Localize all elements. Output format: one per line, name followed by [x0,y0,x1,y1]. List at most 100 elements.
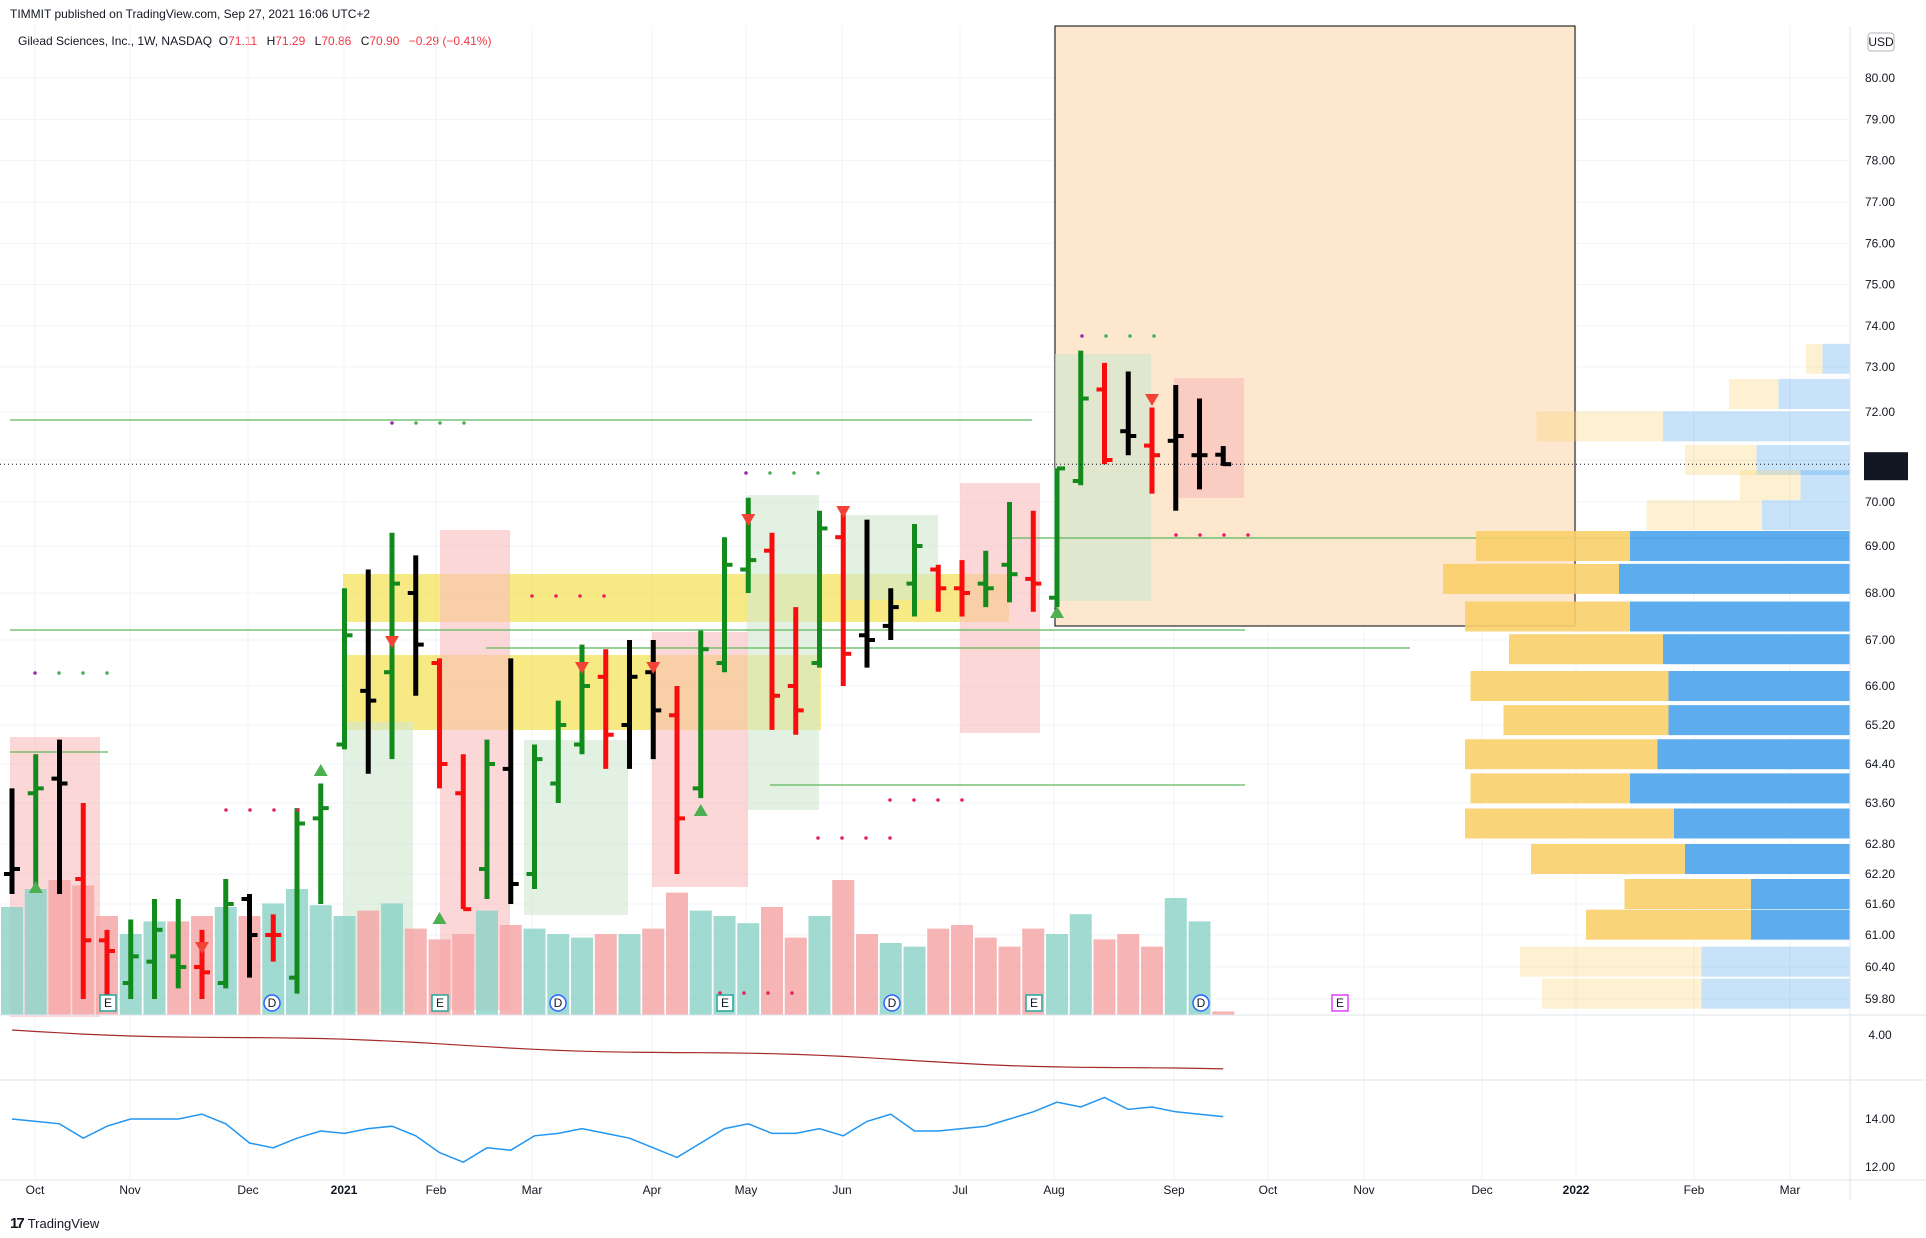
time-tick-label: Aug [1043,1183,1064,1197]
volume-profile-buy [1762,500,1850,531]
signal-dot [1246,533,1250,537]
volume-profile-sell [1586,909,1751,940]
earnings-label: E [721,996,729,1010]
price-tick-label: 68.00 [1865,586,1895,600]
price-tick-label: 60.40 [1865,960,1895,974]
volume-profile-sell [1740,470,1801,501]
signal-dot [414,421,418,425]
signal-dot [718,991,722,995]
volume-bar [856,934,878,1015]
volume-bar [927,928,950,1015]
signal-dot [1128,334,1132,338]
signal-down-triangle [741,514,756,526]
volume-profile-sell [1806,343,1823,374]
time-tick-label: Apr [643,1183,662,1197]
volume-bar [1117,934,1140,1015]
volume-profile-buy [1630,773,1850,804]
price-tick-label: 75.00 [1865,278,1895,292]
indicator-ma-line [11,1029,1224,1070]
dividend-marker[interactable] [263,994,281,1012]
earnings-marker[interactable] [716,994,734,1012]
last-price-label: 70.90 [1871,454,1901,468]
volume-profile-sell [1470,773,1630,804]
publisher-line: TIMMIT published on TradingView.com, Sep… [10,7,371,21]
dividend-marker[interactable] [1192,994,1210,1012]
time-tick-label: Dec [237,1183,258,1197]
volume-profile-sell [1509,634,1663,665]
volume-profile-buy [1668,671,1850,701]
last-price-badge [1864,452,1908,481]
open-value: 71.11 [228,34,258,48]
price-tick-label: 76.00 [1865,236,1895,250]
signal-dot [912,798,916,802]
volume-profile-buy [1657,739,1850,770]
volume-bar [832,880,855,1015]
signal-down-triangle [1145,394,1159,406]
signal-dot [768,471,772,475]
indicator2-tick: 12.00 [1865,1160,1895,1174]
signal-dot [554,594,558,598]
time-tick-label: Oct [26,1183,45,1197]
dividend-marker[interactable] [883,994,901,1012]
signal-dot [792,471,796,475]
price-tick-label: 64.40 [1865,757,1895,771]
time-tick-label: Oct [1259,1183,1278,1197]
signal-dot [888,798,892,802]
signal-up-triangle [28,881,43,893]
signal-dot [888,836,892,840]
signal-dot [1080,334,1084,338]
time-tick-label: Feb [1684,1183,1705,1197]
volume-profile-buy [1701,978,1850,1009]
signal-dot [816,471,820,475]
time-tick-label: Feb [426,1183,447,1197]
signal-dot [462,421,466,425]
volume-bar [689,910,712,1015]
volume-bar [903,946,926,1015]
signal-dot [530,594,534,598]
high-value: 71.29 [275,34,306,48]
volume-profile-buy [1663,411,1850,442]
price-tick-label: 73.00 [1865,360,1895,374]
signal-dot [840,836,844,840]
pattern-box [842,515,938,600]
price-tick-label: 59.80 [1865,992,1895,1006]
volume-profile-buy [1751,879,1850,909]
volume-profile-sell [1465,601,1630,632]
volume-profile-buy [1822,343,1850,374]
volume-bar [713,916,736,1015]
volume-profile-sell [1476,531,1630,561]
signal-dot [224,808,228,812]
time-tick-label: Nov [1353,1183,1374,1197]
volume-bar [404,928,427,1015]
signal-dot [438,421,442,425]
price-tick-label: 66.00 [1865,679,1895,693]
signal-down-triangle [575,662,589,674]
indicator1-tick: 4.00 [1868,1028,1892,1042]
signal-dot [744,471,748,475]
volume-profile-buy [1674,808,1850,839]
time-tick-label: Dec [1471,1183,1492,1197]
currency-badge[interactable] [1867,32,1895,52]
signal-up-triangle [432,912,447,924]
volume-bar [1022,928,1045,1015]
signal-up-triangle [313,764,328,776]
earnings-marker[interactable] [1025,994,1043,1012]
earnings-marker[interactable] [1331,994,1349,1012]
indicator2-tick: 14.00 [1865,1112,1895,1126]
dividend-label: D [554,996,563,1010]
volume-profile-sell [1465,739,1658,770]
price-tick-label: 62.20 [1865,867,1895,881]
dividend-label: D [1197,996,1206,1010]
volume-profile-buy [1800,470,1850,501]
volume-bar [381,903,403,1015]
price-tick-label: 79.00 [1865,112,1895,126]
dividend-marker[interactable] [549,994,567,1012]
volume-profile-sell [1470,671,1669,701]
time-tick-label: Jun [832,1183,851,1197]
tradingview-brand[interactable]: 17 TradingView [10,1215,99,1232]
earnings-marker[interactable] [99,994,117,1012]
volume-bar [998,946,1021,1015]
earnings-marker[interactable] [431,994,449,1012]
signal-dot [816,836,820,840]
